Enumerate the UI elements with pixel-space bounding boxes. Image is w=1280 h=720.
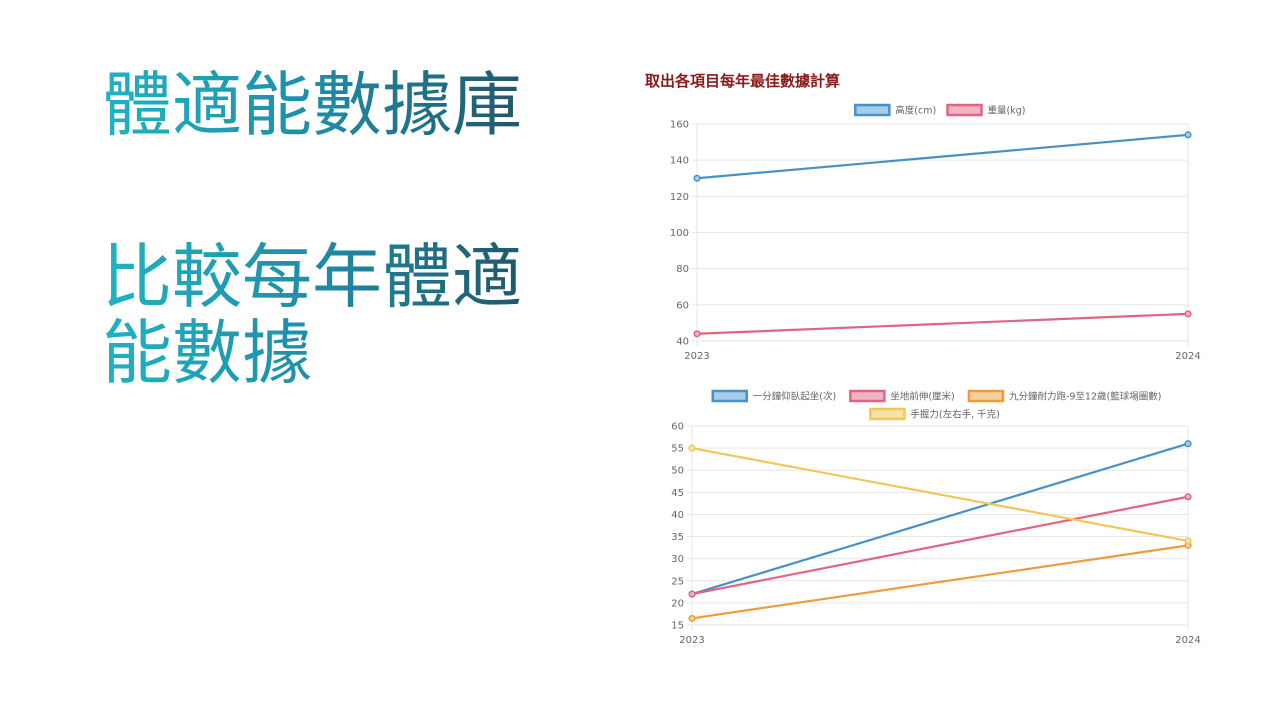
legend-swatch — [967, 389, 1005, 403]
legend-label: 九分鐘耐力跑-9至12歲(籃球場圈數) — [1009, 391, 1161, 403]
y-tick-label: 15 — [671, 621, 684, 632]
y-tick-label: 25 — [671, 576, 684, 587]
series-line — [696, 312, 1189, 335]
y-tick-label: 40 — [671, 510, 684, 521]
legend-swatch — [946, 103, 983, 117]
data-point — [1184, 131, 1192, 139]
y-tick-label: 30 — [671, 554, 684, 565]
slide-title: 體適能數據庫 — [102, 67, 562, 144]
data-point — [693, 330, 701, 338]
y-tick-label: 60 — [676, 300, 689, 311]
series-line — [696, 133, 1189, 180]
x-tick-label: 2023 — [679, 635, 704, 646]
legend-swatch — [869, 407, 906, 421]
y-tick-label: 45 — [671, 488, 684, 499]
data-point — [1184, 493, 1192, 501]
x-tick-label: 2024 — [1175, 351, 1200, 362]
x-tick-label: 2023 — [684, 351, 709, 362]
x-tick-label: 2024 — [1175, 635, 1200, 646]
y-tick-label: 60 — [671, 422, 684, 433]
legend-label: 高度(cm) — [895, 105, 936, 117]
chart-panel-heading: 取出各項目每年最佳數據計算 — [645, 72, 841, 90]
legend-swatch — [711, 389, 748, 403]
y-tick-label: 20 — [671, 598, 684, 609]
y-tick-label: 35 — [671, 532, 684, 543]
data-point — [1184, 537, 1192, 545]
legend-label: 一分鐘仰臥起坐(次) — [753, 391, 836, 403]
y-tick-label: 100 — [670, 228, 689, 239]
data-point — [688, 614, 696, 622]
data-point — [688, 590, 696, 598]
data-point — [1184, 440, 1192, 448]
series-line — [691, 544, 1189, 620]
slide-subtitle: 比較每年體適能數據 — [102, 239, 562, 391]
legend-swatch — [849, 389, 886, 403]
y-tick-label: 160 — [670, 120, 689, 131]
y-tick-label: 50 — [671, 466, 684, 477]
y-tick-label: 120 — [670, 192, 689, 203]
y-tick-label: 80 — [676, 264, 689, 275]
series-line — [691, 495, 1189, 596]
data-point — [693, 174, 701, 182]
series-line — [691, 447, 1189, 543]
y-tick-label: 140 — [670, 156, 689, 167]
legend-label: 坐地前伸(厘米) — [890, 391, 954, 403]
legend-label: 重量(kg) — [988, 105, 1026, 117]
data-point — [688, 444, 696, 452]
y-tick-label: 40 — [676, 337, 689, 348]
series-line — [691, 442, 1189, 596]
legend-label: 手握力(左右手, 千克) — [910, 409, 999, 421]
y-tick-label: 55 — [671, 444, 684, 455]
data-point — [1184, 310, 1192, 318]
legend-swatch — [854, 103, 891, 117]
